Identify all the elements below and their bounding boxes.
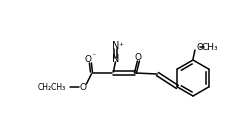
Text: N: N <box>112 54 119 64</box>
Text: O: O <box>85 55 92 64</box>
Text: N: N <box>112 41 119 51</box>
Text: O: O <box>196 43 203 51</box>
Text: CH₂CH₃: CH₂CH₃ <box>37 83 65 91</box>
Text: O: O <box>135 54 142 63</box>
Text: ⁻: ⁻ <box>91 51 96 60</box>
Text: CH₃: CH₃ <box>202 43 218 51</box>
Text: ⁺: ⁺ <box>118 42 123 51</box>
Text: O: O <box>80 83 87 91</box>
